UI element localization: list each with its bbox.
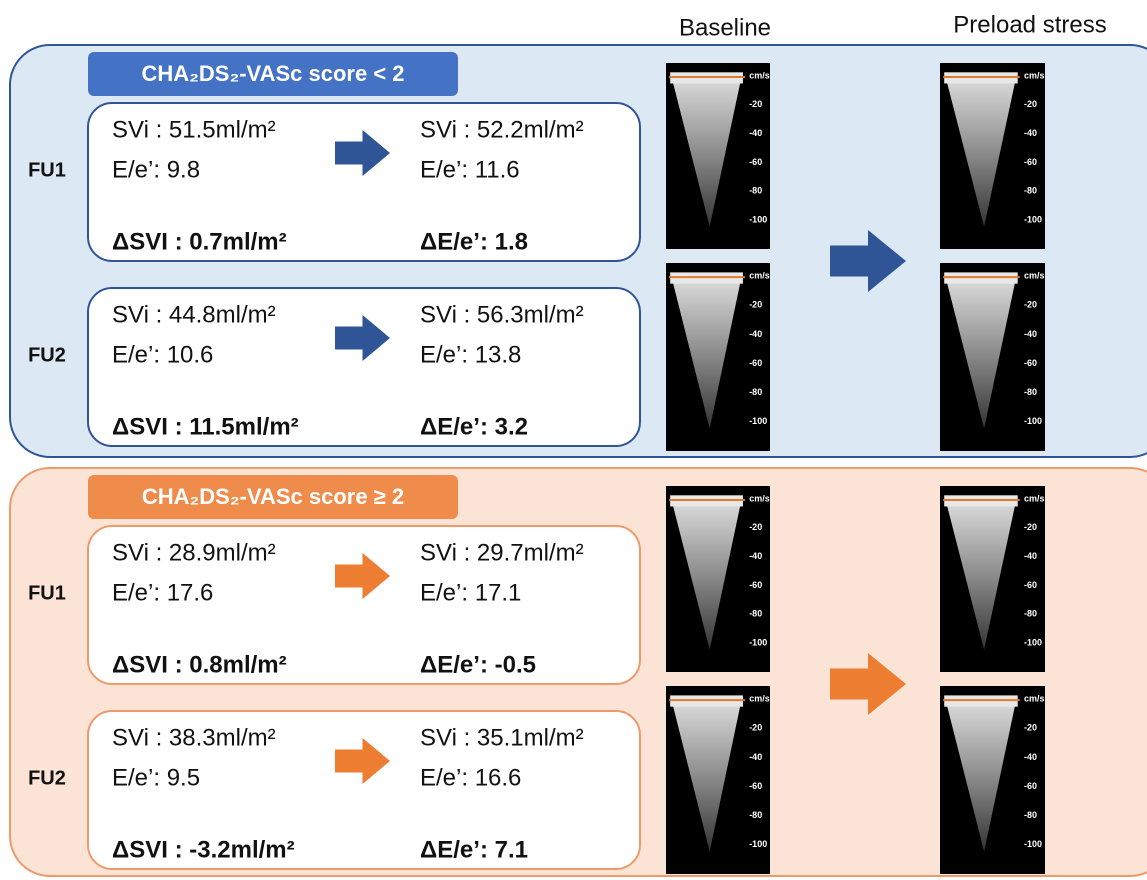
doppler-scale-label: -80 [749,387,762,397]
row-label: FU2 [28,767,66,789]
row-label: FU1 [28,159,66,181]
row-label: FU1 [28,582,66,604]
doppler-scale-label: -80 [1024,387,1037,397]
doppler-scale-label: -20 [1024,522,1037,532]
delta-svi: ΔSVI : 11.5ml/m² [112,413,299,440]
doppler-scale-label: -40 [1024,551,1037,561]
delta-svi: ΔSVI : -3.2ml/m² [112,836,295,863]
delta-ee: ΔE/e’: 1.8 [420,228,528,255]
group-title: CHA₂DS₂-VASc score < 2 [141,61,404,86]
doppler-scale-label: -60 [1024,358,1037,368]
ee-value: E/e’: 13.8 [420,341,521,368]
doppler-scale-label: cm/s [749,271,770,281]
doppler-scale-label: -20 [749,723,762,733]
doppler-scale-label: -40 [749,551,762,561]
doppler-scale-label: -60 [749,580,762,590]
doppler-scale-label: -100 [749,839,767,849]
svi-value: SVi : 51.5ml/m² [112,116,276,143]
doppler-scale-label: -100 [749,638,767,648]
doppler-scale-label: -40 [749,752,762,762]
doppler-scale-label: -40 [1024,329,1037,339]
ee-value: E/e’: 9.8 [112,156,200,183]
doppler-scale-label: -80 [1024,810,1037,820]
doppler-scale-label: -80 [749,186,762,196]
ee-value: E/e’: 9.5 [112,764,200,791]
doppler-scale-label: cm/s [1024,271,1045,281]
column-header: Preload stress [953,11,1106,38]
figure: Baseline Preload stress CHA₂DS₂-VASc sco… [0,0,1147,880]
svi-value: SVi : 44.8ml/m² [112,301,276,328]
doppler-scale-label: -40 [1024,752,1037,762]
doppler-scale-label: -100 [1024,215,1042,225]
svi-value: SVi : 29.7ml/m² [420,539,584,566]
doppler-scale-label: -80 [1024,186,1037,196]
doppler-scale-label: cm/s [1024,70,1045,80]
doppler-scale-label: -100 [749,416,767,426]
ee-value: E/e’: 17.6 [112,579,213,606]
doppler-scale-label: -100 [1024,839,1042,849]
doppler-scale-label: cm/s [749,70,770,80]
delta-svi: ΔSVI : 0.7ml/m² [112,228,287,255]
doppler-scale-label: -40 [749,329,762,339]
doppler-scale-label: -60 [749,358,762,368]
ee-value: E/e’: 17.1 [420,579,521,606]
doppler-scale-label: -80 [749,609,762,619]
doppler-scale-label: -20 [1024,300,1037,310]
doppler-scale-label: -60 [1024,157,1037,167]
doppler-scale-label: -20 [1024,99,1037,109]
delta-svi: ΔSVI : 0.8ml/m² [112,651,287,678]
doppler-scale-label: -80 [1024,609,1037,619]
delta-ee: ΔE/e’: -0.5 [420,651,536,678]
doppler-scale-label: cm/s [749,694,770,704]
doppler-scale-label: -40 [749,128,762,138]
doppler-scale-label: -60 [749,157,762,167]
doppler-scale-label: -20 [749,99,762,109]
delta-ee: ΔE/e’: 3.2 [420,413,528,440]
ee-value: E/e’: 10.6 [112,341,213,368]
svi-value: SVi : 38.3ml/m² [112,724,276,751]
doppler-scale-label: -100 [1024,416,1042,426]
svi-value: SVi : 28.9ml/m² [112,539,276,566]
doppler-scale-label: -20 [749,300,762,310]
doppler-scale-label: cm/s [1024,493,1045,503]
doppler-scale-label: cm/s [749,493,770,503]
doppler-scale-label: -100 [749,215,767,225]
doppler-scale-label: -100 [1024,638,1042,648]
doppler-scale-label: -60 [1024,580,1037,590]
doppler-scale-label: -60 [1024,781,1037,791]
doppler-scale-label: -20 [1024,723,1037,733]
column-header: Baseline [679,14,771,41]
row-label: FU2 [28,344,66,366]
doppler-scale-label: cm/s [1024,694,1045,704]
ee-value: E/e’: 11.6 [420,156,520,183]
doppler-scale-label: -20 [749,522,762,532]
doppler-scale-label: -80 [749,810,762,820]
doppler-scale-label: -60 [749,781,762,791]
doppler-scale-label: -40 [1024,128,1037,138]
group-title: CHA₂DS₂-VASc score ≥ 2 [142,484,404,509]
svi-value: SVi : 35.1ml/m² [420,724,584,751]
svi-value: SVi : 52.2ml/m² [420,116,584,143]
page: {"columns": ["Baseline", "Preload stress… [0,0,1147,880]
svi-value: SVi : 56.3ml/m² [420,301,584,328]
ee-value: E/e’: 16.6 [420,764,521,791]
delta-ee: ΔE/e’: 7.1 [420,836,528,863]
